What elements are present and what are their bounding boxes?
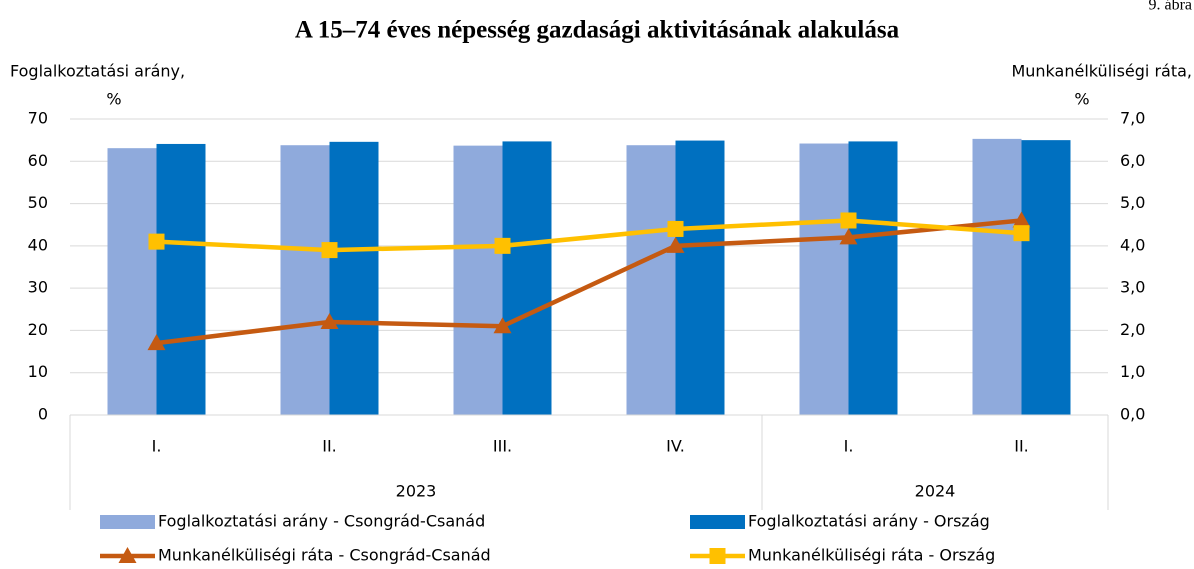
y-tick-label: 30	[28, 278, 48, 297]
bar	[675, 140, 725, 415]
bar	[329, 141, 379, 415]
bar	[453, 145, 503, 415]
bar	[799, 143, 849, 416]
y-tick-label: 20	[28, 320, 48, 339]
marker	[1013, 225, 1030, 242]
x-tick-label: IV.	[666, 437, 685, 456]
y-axis-label: %	[106, 90, 121, 109]
marker	[148, 233, 165, 250]
y2-axis-label: %	[1074, 90, 1089, 109]
y2-tick-label: 3,0	[1120, 278, 1145, 297]
bar	[626, 145, 676, 415]
y-tick-label: 50	[28, 193, 48, 212]
legend-label: Foglalkoztatási arány - Csongrád-Csanád	[158, 512, 485, 531]
y-tick-label: 0	[38, 405, 48, 424]
bar	[1021, 140, 1071, 415]
bar	[502, 141, 552, 415]
bar	[280, 145, 330, 415]
marker	[667, 220, 684, 237]
y2-tick-label: 2,0	[1120, 320, 1145, 339]
x-tick-label: II.	[1014, 437, 1029, 456]
marker	[666, 236, 685, 253]
figure-number: 9. ábra	[1148, 0, 1192, 14]
legend-marker	[118, 547, 137, 563]
x-tick-label: III.	[493, 437, 512, 456]
legend-swatch	[690, 515, 745, 529]
legend-label: Munkanélküliségi ráta - Csongrád-Csanád	[158, 546, 491, 565]
marker	[1012, 211, 1031, 228]
x-tick-label: I.	[152, 437, 162, 456]
line	[156, 218, 1022, 253]
bar	[156, 143, 206, 415]
chart-title: A 15–74 éves népesség gazdasági aktivitá…	[295, 17, 900, 44]
marker	[320, 312, 339, 329]
legend-swatch	[100, 515, 155, 529]
bar	[107, 148, 157, 416]
y-tick-label: 10	[28, 362, 48, 381]
y-tick-label: 70	[28, 109, 48, 128]
y-axis-label: Foglalkoztatási arány,	[10, 62, 185, 81]
x-group-label: 2023	[396, 482, 437, 501]
bar	[972, 138, 1022, 416]
bar	[848, 141, 898, 415]
y2-tick-label: 5,0	[1120, 193, 1145, 212]
y2-tick-label: 1,0	[1120, 362, 1145, 381]
legend-label: Foglalkoztatási arány - Ország	[748, 512, 990, 531]
legend-label: Munkanélküliségi ráta - Ország	[748, 546, 995, 565]
line	[156, 218, 1022, 346]
y2-axis-label: Munkanélküliségi ráta,	[1011, 62, 1192, 81]
legend-marker	[709, 548, 726, 564]
x-tick-label: I.	[844, 437, 854, 456]
marker	[494, 237, 511, 254]
marker	[493, 317, 512, 334]
y2-tick-label: 0,0	[1120, 405, 1145, 424]
x-group-label: 2024	[915, 482, 956, 501]
marker	[321, 242, 338, 259]
x-tick-label: II.	[322, 437, 337, 456]
marker	[840, 212, 857, 229]
y2-tick-label: 6,0	[1120, 151, 1145, 170]
marker	[839, 228, 858, 245]
y2-tick-label: 7,0	[1120, 109, 1145, 128]
y2-tick-label: 4,0	[1120, 235, 1145, 254]
y-tick-label: 40	[28, 235, 48, 254]
y-tick-label: 60	[28, 151, 48, 170]
marker	[147, 334, 166, 351]
